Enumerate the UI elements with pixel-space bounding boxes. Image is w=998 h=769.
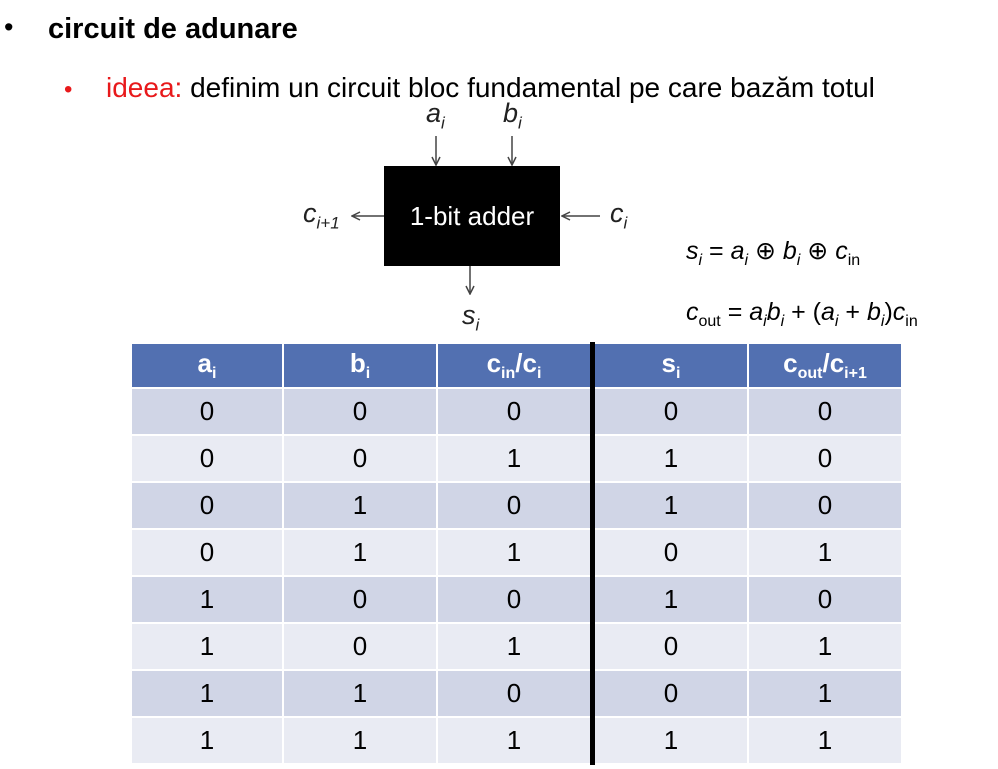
sum-out-label: si xyxy=(462,300,480,335)
table-cell: 1 xyxy=(130,575,284,624)
idea-label: ideea: xyxy=(106,72,183,103)
table-cell: 0 xyxy=(747,434,903,483)
table-cell: 1 xyxy=(282,669,438,718)
input-a-label: ai xyxy=(426,98,445,133)
input-c-label: ci xyxy=(610,198,628,233)
sum-formula: si = ai ⊕ bi ⊕ cin xyxy=(686,237,861,269)
table-cell: 0 xyxy=(282,387,438,436)
heading-bullet: • xyxy=(4,12,14,42)
input-b-label: bi xyxy=(503,98,522,133)
table-cell: 1 xyxy=(747,622,903,671)
idea-text: definim un circuit bloc fundamental pe c… xyxy=(182,72,875,103)
table-cell: 0 xyxy=(436,481,594,530)
table-cell: 0 xyxy=(747,387,903,436)
adder-block: 1-bit adder xyxy=(384,166,560,266)
table-cell: 0 xyxy=(282,575,438,624)
table-cell: 0 xyxy=(590,669,749,718)
table-cell: 0 xyxy=(436,669,594,718)
table-cell: 0 xyxy=(747,575,903,624)
adder-label: 1-bit adder xyxy=(409,200,535,231)
table-cell: 1 xyxy=(282,481,438,530)
table-cell: 0 xyxy=(130,528,284,577)
table-header-cell: ai xyxy=(130,342,284,389)
table-cell: 0 xyxy=(282,434,438,483)
table-cell: 1 xyxy=(282,716,438,765)
table-cell: 0 xyxy=(747,481,903,530)
table-cell: 0 xyxy=(590,387,749,436)
table-cell: 1 xyxy=(436,528,594,577)
carry-formula: cout = aibi + (ai + bi)cin xyxy=(686,298,918,330)
idea-bullet: • xyxy=(64,76,73,103)
table-cell: 1 xyxy=(747,528,903,577)
table-header-row: ai bi cin/ci si cout/ci+1 xyxy=(130,342,903,389)
table-cell: 0 xyxy=(130,434,284,483)
table-cell: 1 xyxy=(436,434,594,483)
idea-line: ideea: definim un circuit bloc fundament… xyxy=(106,72,875,104)
table-cell: 1 xyxy=(282,528,438,577)
table-cell: 0 xyxy=(436,575,594,624)
table-header-cell: cin/ci xyxy=(436,342,594,389)
table-header-cell: cout/ci+1 xyxy=(747,342,903,389)
table-cell: 0 xyxy=(590,622,749,671)
table-cell: 1 xyxy=(590,716,749,765)
table-cell: 0 xyxy=(130,481,284,530)
table-header-cell: si xyxy=(590,342,749,389)
table-cell: 1 xyxy=(747,716,903,765)
table-cell: 1 xyxy=(590,575,749,624)
table-cell: 0 xyxy=(590,528,749,577)
table-cell: 0 xyxy=(282,622,438,671)
table-cell: 1 xyxy=(436,622,594,671)
table-cell: 1 xyxy=(747,669,903,718)
table-cell: 1 xyxy=(130,669,284,718)
table-cell: 1 xyxy=(130,622,284,671)
page-title: circuit de adunare xyxy=(48,13,298,45)
table-cell: 1 xyxy=(436,716,594,765)
table-header-cell: bi xyxy=(282,342,438,389)
table-cell: 1 xyxy=(590,434,749,483)
table-cell: 1 xyxy=(590,481,749,530)
carry-out-label: ci+1 xyxy=(303,198,340,233)
table-cell: 1 xyxy=(130,716,284,765)
table-cell: 0 xyxy=(436,387,594,436)
table-cell: 0 xyxy=(130,387,284,436)
